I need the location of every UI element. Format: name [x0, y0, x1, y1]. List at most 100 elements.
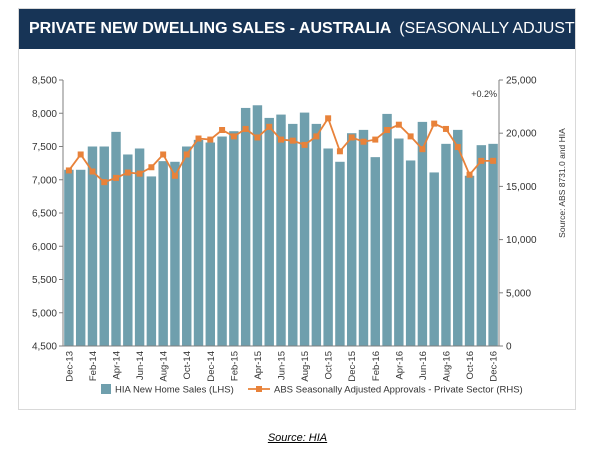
x-tick-label: Feb-14 [88, 351, 99, 381]
approvals-point-feb-15 [230, 133, 237, 140]
approvals-point-apr-15 [254, 134, 261, 141]
approvals-point-sep-15 [313, 133, 320, 140]
approvals-point-mar-15 [242, 125, 249, 132]
bar-nov-15 [335, 161, 345, 346]
approvals-point-dec-16 [490, 157, 497, 164]
x-tick-label: Feb-16 [371, 351, 382, 381]
legend-line-marker [256, 386, 262, 392]
approvals-point-may-15 [266, 123, 273, 130]
x-tick-label: Oct-16 [465, 351, 476, 380]
y-right-tick-label: 25,000 [506, 76, 537, 87]
approvals-point-feb-14 [89, 168, 96, 175]
bar-mar-15 [240, 107, 251, 347]
approvals-point-mar-14 [101, 179, 108, 186]
bar-jul-16 [429, 172, 439, 346]
y-left-tick-label: 4,500 [32, 342, 57, 353]
bar-dec-15 [346, 133, 357, 346]
bar-oct-16 [464, 175, 475, 346]
approvals-point-apr-16 [395, 121, 402, 128]
bar-apr-14 [111, 131, 121, 346]
legend-bar-swatch [101, 384, 111, 394]
chart-title: PRIVATE NEW DWELLING SALES - AUSTRALIA [29, 20, 391, 37]
chart-subtitle: (SEASONALLY ADJUSTED) [399, 20, 575, 37]
bar-may-14 [123, 154, 133, 346]
y-left-tick-label: 8,500 [32, 76, 57, 87]
y-left-tick-label: 6,500 [32, 209, 57, 220]
x-tick-label: Jun-16 [418, 351, 429, 380]
x-tick-label: Dec-13 [64, 351, 75, 382]
x-tick-label: Feb-15 [229, 351, 240, 381]
y-left-tick-label: 7,000 [32, 175, 57, 186]
approvals-point-oct-15 [325, 115, 332, 122]
approvals-point-apr-14 [113, 174, 120, 181]
bar-oct-14 [182, 146, 192, 346]
approvals-point-sep-16 [454, 144, 461, 151]
approvals-point-jun-15 [278, 136, 284, 143]
bar-sep-14 [170, 161, 180, 346]
approvals-point-dec-14 [207, 136, 214, 143]
bar-feb-16 [370, 157, 380, 346]
bar-apr-16 [394, 138, 404, 346]
approvals-point-nov-16 [478, 157, 485, 164]
y-right-tick-label: 0 [506, 342, 512, 353]
approvals-point-nov-15 [336, 148, 343, 155]
bar-may-16 [405, 160, 416, 346]
y-left-tick-label: 5,000 [32, 308, 57, 319]
x-tick-label: Aug-14 [159, 351, 170, 382]
x-tick-label: Dec-15 [347, 351, 358, 382]
approvals-point-feb-16 [372, 136, 379, 143]
bar-sep-16 [453, 129, 463, 347]
y-right-axis-label: Source: ABS 8731.0 and HIA [557, 128, 567, 238]
bar-jan-14 [75, 169, 86, 346]
approvals-point-jul-15 [289, 137, 296, 144]
approvals-point-aug-14 [160, 151, 167, 158]
bar-jul-14 [146, 176, 157, 346]
source-caption: Source: HIA [267, 432, 328, 444]
y-left-tick-label: 5,500 [32, 275, 57, 286]
approvals-point-jan-14 [77, 151, 84, 158]
bar-mar-16 [382, 113, 392, 346]
approvals-point-oct-16 [466, 171, 473, 178]
x-tick-label: Oct-14 [182, 351, 193, 380]
chart-header: PRIVATE NEW DWELLING SALES - AUSTRALIA (… [19, 9, 575, 49]
x-tick-label: Oct-15 [324, 351, 335, 380]
bar-jul-15 [288, 123, 298, 346]
approvals-point-jul-16 [431, 120, 438, 127]
bar-apr-15 [252, 105, 263, 346]
bar-dec-13 [64, 169, 74, 346]
bar-jun-14 [134, 148, 145, 346]
bar-nov-16 [476, 145, 487, 346]
chart-svg: 4,500 5,000 5,500 6,000 6,500 7,000 7,500 8,000… [32, 76, 567, 396]
legend-bar-label: HIA New Home Sales (LHS) [115, 385, 234, 396]
approvals-point-jul-14 [148, 164, 155, 171]
bar-aug-15 [299, 112, 310, 346]
approvals-point-may-14 [124, 169, 131, 176]
approvals-point-may-16 [407, 133, 414, 140]
approvals-point-sep-14 [171, 172, 178, 179]
approvals-point-dec-13 [65, 167, 72, 174]
approvals-point-oct-14 [183, 151, 190, 158]
bar-dec-14 [205, 142, 216, 346]
y-left-tick-label: 6,000 [32, 242, 57, 253]
y-right-tick-label: 20,000 [506, 129, 537, 140]
bar-sep-15 [311, 123, 322, 346]
approvals-point-jan-16 [360, 138, 367, 145]
approvals-point-mar-16 [384, 127, 391, 134]
y-right-tick-label: 15,000 [506, 182, 537, 193]
bar-aug-16 [441, 143, 451, 346]
approvals-point-nov-14 [195, 135, 202, 142]
y-right-tick-label: 10,000 [506, 235, 537, 246]
approvals-point-aug-16 [442, 125, 449, 132]
x-tick-label: Apr-16 [394, 351, 405, 380]
bar-mar-14 [99, 146, 109, 346]
bar-may-15 [264, 117, 274, 346]
legend-line-label: ABS Seasonally Adjusted Approvals - Priv… [274, 385, 523, 396]
bar-oct-15 [323, 148, 333, 346]
y-left-tick-label: 8,000 [32, 109, 57, 120]
x-tick-label: Dec-14 [206, 351, 217, 382]
approvals-point-dec-15 [348, 134, 355, 141]
y-left-tick-label: 7,500 [32, 142, 57, 153]
chart-card: PRIVATE NEW DWELLING SALES - AUSTRALIA (… [18, 8, 576, 410]
approvals-point-jun-14 [136, 170, 143, 177]
x-tick-label: Jun-15 [277, 351, 288, 380]
